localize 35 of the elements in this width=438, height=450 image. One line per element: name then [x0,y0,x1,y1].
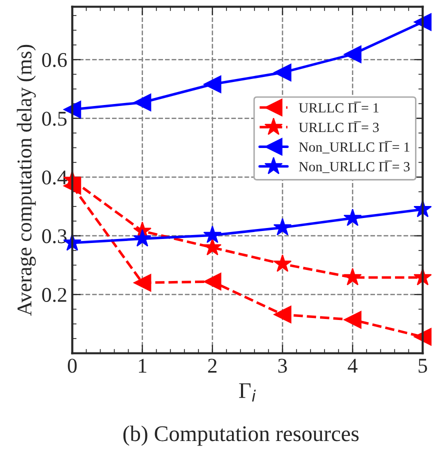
point [273,254,292,272]
legend-label: Non_URLLC Π̅ = 3 [298,160,410,174]
x-tick-label: 5 [418,358,428,373]
point [273,218,292,236]
point [133,274,152,292]
point [344,310,362,329]
x-tick-label: 2 [208,358,216,373]
point [343,208,362,226]
x-tick-label: 4 [348,358,358,373]
point [343,268,362,286]
point [414,328,432,346]
y-tick-label: 0.3 [42,229,67,244]
point [204,75,222,94]
x-tick-label: 3 [278,358,287,373]
legend-label: URLLC Π̅ = 3 [298,121,379,132]
y-tick-label: 0.6 [42,52,67,68]
x-axis-title: Γ$_{i}$ [239,383,256,402]
x-tick-label: 0 [68,358,77,373]
x-tick-label: 1 [138,358,146,373]
y-tick-label: 0.4 [42,170,68,185]
text: (b) Computation resources [123,426,359,446]
point [203,226,222,244]
y-tick-label: 0.5 [42,112,67,126]
legend-label: URLLC Π̅ = 1 [298,102,378,112]
point [203,238,222,256]
point [204,272,222,290]
y-tick-label: 0.2 [42,288,66,302]
y-axis-title: Average computation delay (ms) [16,44,36,316]
point [274,64,292,82]
point [274,306,292,324]
point [133,229,152,247]
legend-label: Non_URLLC Π̅ = 1 [298,141,410,154]
point [133,94,152,112]
point [344,45,362,64]
point [414,13,432,31]
